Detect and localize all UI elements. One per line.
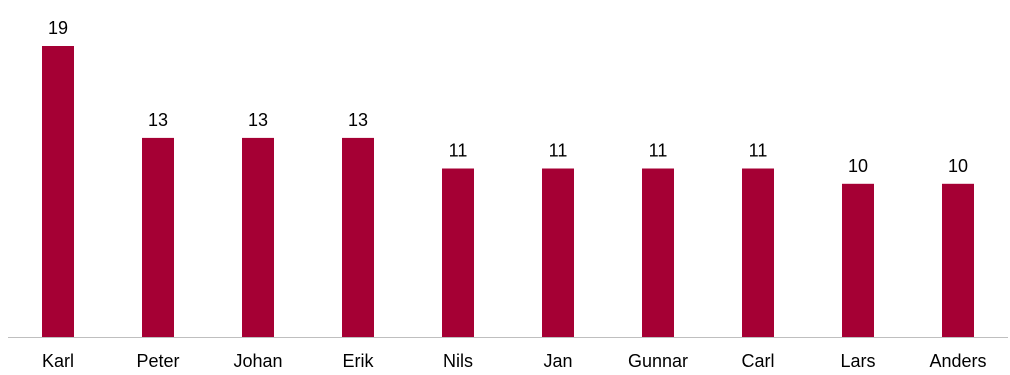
data-labels-group: 19 13 13 13 11 11 11 11 10 10 xyxy=(48,18,968,176)
x-tick-label-peter: Peter xyxy=(136,351,179,371)
x-tick-labels-group: Karl Peter Johan Erik Nils Jan Gunnar Carl Lars A… xyxy=(42,351,987,371)
data-label-jan: 11 xyxy=(549,141,568,161)
data-label-johan: 13 xyxy=(248,110,268,130)
x-tick-label-erik: Erik xyxy=(343,351,375,371)
data-label-nils: 11 xyxy=(449,141,468,161)
data-label-lars: 10 xyxy=(848,156,868,176)
bar-gunnar xyxy=(642,168,674,337)
bar-karl xyxy=(42,46,74,337)
x-tick-label-gunnar: Gunnar xyxy=(628,351,688,371)
x-tick-label-jan: Jan xyxy=(543,351,572,371)
data-label-gunnar: 11 xyxy=(649,141,668,161)
data-label-carl: 11 xyxy=(749,141,768,161)
x-tick-label-johan: Johan xyxy=(233,351,282,371)
x-tick-label-karl: Karl xyxy=(42,351,74,371)
x-tick-label-anders: Anders xyxy=(929,351,986,371)
bar-nils xyxy=(442,168,474,337)
bar-peter xyxy=(142,137,174,337)
bar-anders xyxy=(942,183,974,337)
data-label-karl: 19 xyxy=(48,18,68,38)
bars-group xyxy=(42,46,974,337)
data-label-anders: 10 xyxy=(948,156,968,176)
x-tick-label-lars: Lars xyxy=(840,351,875,371)
bar-johan xyxy=(242,137,274,337)
x-tick-label-nils: Nils xyxy=(443,351,473,371)
data-label-peter: 13 xyxy=(148,110,168,130)
bar-erik xyxy=(342,137,374,337)
x-tick-label-carl: Carl xyxy=(741,351,774,371)
bar-carl xyxy=(742,168,774,337)
data-label-erik: 13 xyxy=(348,110,368,130)
bar-lars xyxy=(842,183,874,337)
bar-jan xyxy=(542,168,574,337)
